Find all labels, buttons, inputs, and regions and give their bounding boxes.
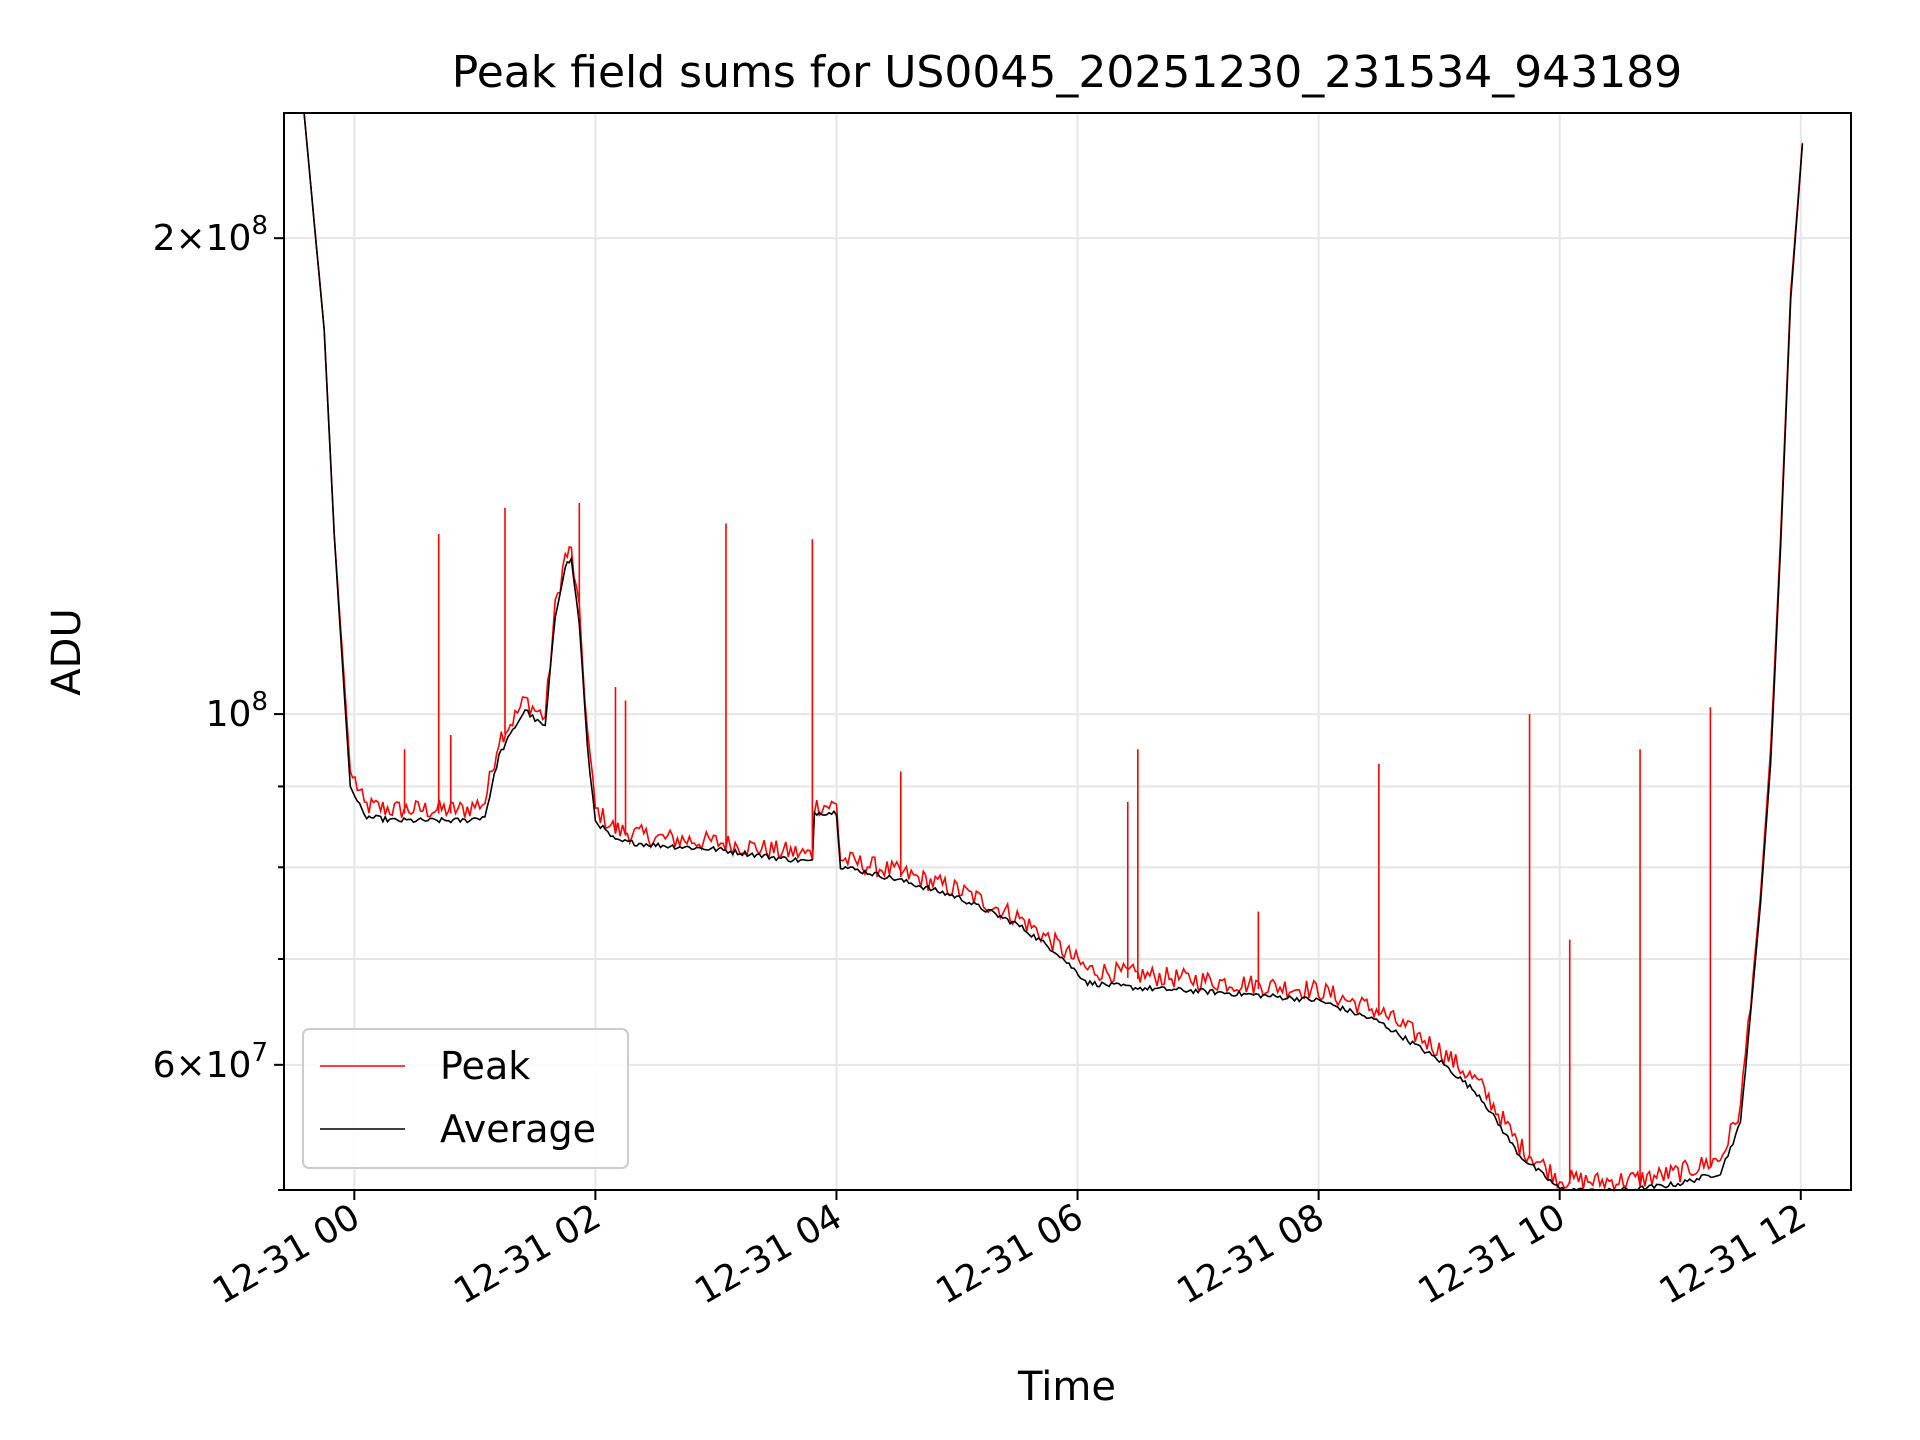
plot-series: [303, 112, 1804, 1193]
plot-frame: [283, 112, 1852, 1191]
y-tick-label: 2×108: [153, 211, 268, 259]
legend: Peak Average: [302, 1028, 629, 1169]
y-tick-label: 6×107: [153, 1038, 268, 1086]
chart-title: Peak field sums for US0045_20251230_2315…: [452, 47, 1682, 98]
legend-label-average: Average: [440, 1107, 596, 1151]
legend-box: [302, 1028, 629, 1169]
y-axis-label: ADU: [44, 608, 90, 695]
gridlines: [284, 113, 1851, 1191]
y-axis-ticks: 2×108 108 6×107: [153, 211, 284, 1191]
y-tick-label: 108: [206, 687, 268, 735]
legend-label-peak: Peak: [440, 1044, 530, 1088]
series-line-average: [303, 112, 1804, 1192]
x-axis-label: Time: [1017, 1364, 1116, 1410]
